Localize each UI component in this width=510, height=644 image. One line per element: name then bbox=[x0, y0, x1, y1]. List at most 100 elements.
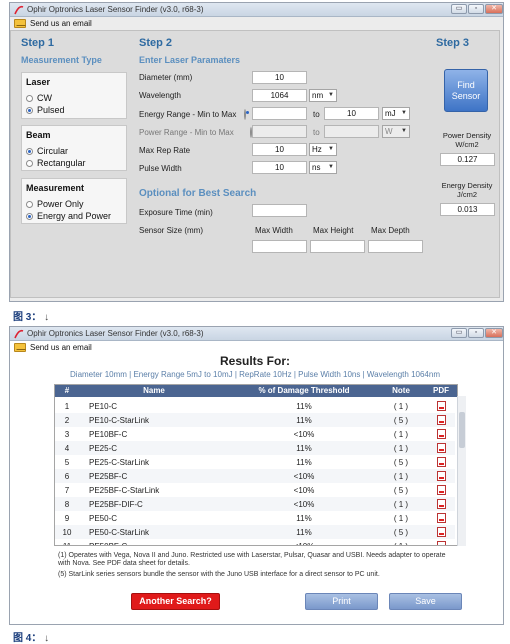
results-scrollbar[interactable] bbox=[457, 396, 466, 546]
table-row[interactable]: 2 PE10-C-StarLink 11% ( 5 ) bbox=[55, 413, 455, 427]
table-row[interactable]: 6 PE25BF-C <10% ( 1 ) bbox=[55, 469, 455, 483]
col-header-damage: % of Damage Threshold bbox=[258, 386, 350, 395]
radio-label: CW bbox=[37, 93, 52, 103]
radio-icon[interactable] bbox=[26, 106, 33, 114]
pdf-icon[interactable] bbox=[437, 429, 446, 439]
pdf-icon[interactable] bbox=[437, 485, 446, 495]
cell-damage: 11% bbox=[296, 444, 312, 453]
table-row[interactable]: 3 PE10BF-C <10% ( 1 ) bbox=[55, 427, 455, 441]
table-row[interactable]: 5 PE25-C-StarLink 11% ( 5 ) bbox=[55, 455, 455, 469]
pdf-icon[interactable] bbox=[437, 541, 446, 545]
max-width-input[interactable] bbox=[252, 240, 307, 253]
power-range-radio[interactable] bbox=[250, 127, 252, 138]
radio-icon[interactable] bbox=[26, 147, 33, 155]
cell-damage: 11% bbox=[296, 528, 312, 537]
pdf-icon[interactable] bbox=[437, 457, 446, 467]
table-row[interactable]: 9 PE50-C 11% ( 1 ) bbox=[55, 511, 455, 525]
results-title: Results For: bbox=[219, 354, 290, 368]
cell-name: PE25BF-C-StarLink bbox=[89, 486, 160, 495]
radio-icon[interactable] bbox=[26, 159, 33, 167]
pdf-icon[interactable] bbox=[437, 513, 446, 523]
energy-range-radio[interactable] bbox=[244, 109, 246, 120]
table-row[interactable]: 11 PE50BF-C<10%( 1 ) bbox=[55, 539, 455, 545]
table-row[interactable]: 10 PE50-C-StarLink 11% ( 5 ) bbox=[55, 525, 455, 539]
pdf-icon[interactable] bbox=[437, 471, 446, 481]
pdf-icon[interactable] bbox=[437, 401, 446, 411]
cell-note: ( 1 ) bbox=[393, 430, 409, 439]
select-value: mJ bbox=[385, 109, 396, 118]
cell-num: 9 bbox=[64, 514, 70, 523]
pdf-icon[interactable] bbox=[437, 415, 446, 425]
close-button[interactable]: ✕ bbox=[485, 4, 503, 14]
radio-rectangular[interactable]: Rectangular bbox=[26, 158, 86, 168]
maximize-button[interactable]: ▫ bbox=[468, 4, 484, 14]
cell-note: ( 5 ) bbox=[393, 486, 409, 495]
scrollbar-thumb[interactable] bbox=[459, 412, 465, 448]
max-depth-input[interactable] bbox=[368, 240, 423, 253]
print-button[interactable]: Print bbox=[305, 593, 378, 610]
send-email-link[interactable]: Send us an email bbox=[30, 19, 92, 28]
col-header-pdf: PDF bbox=[433, 386, 449, 395]
minimize-button[interactable]: ▭ bbox=[451, 328, 467, 338]
send-email-link[interactable]: Send us an email bbox=[30, 343, 92, 352]
exposure-time-input[interactable] bbox=[252, 204, 307, 217]
pulse-width-unit-select[interactable]: ns ▼ bbox=[309, 161, 337, 174]
cell-note: ( 1 ) bbox=[393, 444, 409, 453]
close-button[interactable]: ✕ bbox=[485, 328, 503, 338]
radio-icon[interactable] bbox=[26, 212, 33, 220]
rep-rate-input[interactable]: 10 bbox=[252, 143, 307, 156]
radio-icon[interactable] bbox=[26, 94, 33, 102]
minimize-button[interactable]: ▭ bbox=[451, 4, 467, 14]
email-icon[interactable] bbox=[14, 19, 26, 28]
pdf-icon[interactable] bbox=[437, 443, 446, 453]
radio-icon[interactable] bbox=[26, 200, 33, 208]
another-search-button[interactable]: Another Search? bbox=[131, 593, 220, 610]
maximize-button[interactable]: ▫ bbox=[468, 328, 484, 338]
wavelength-input[interactable]: 1064 bbox=[252, 89, 307, 102]
chevron-down-icon: ▼ bbox=[328, 92, 334, 98]
email-icon[interactable] bbox=[14, 343, 26, 352]
max-width-label: Max Width bbox=[255, 226, 293, 235]
energy-unit-select[interactable]: mJ ▼ bbox=[382, 107, 410, 120]
radio-circular[interactable]: Circular bbox=[26, 146, 68, 156]
save-button[interactable]: Save bbox=[389, 593, 462, 610]
step2-title: Step 2 bbox=[139, 37, 173, 49]
cell-num: 2 bbox=[64, 416, 70, 425]
note-5: (5) StarLink series sensors bundle the s… bbox=[58, 571, 380, 578]
cell-damage: 11% bbox=[296, 402, 312, 411]
rep-rate-unit-select[interactable]: Hz ▼ bbox=[309, 143, 337, 156]
diameter-input[interactable]: 10 bbox=[252, 71, 307, 84]
radio-cw[interactable]: CW bbox=[26, 93, 52, 103]
cell-damage: <10% bbox=[293, 500, 315, 509]
energy-min-input[interactable] bbox=[252, 107, 307, 120]
sensor-size-label: Sensor Size (mm) bbox=[139, 226, 204, 235]
energy-max-input[interactable]: 10 bbox=[324, 107, 379, 120]
table-row[interactable]: 1 PE10-C 11% ( 1 ) bbox=[55, 399, 455, 413]
max-height-input[interactable] bbox=[310, 240, 365, 253]
enter-laser-parameters-heading: Enter Laser Paramaters bbox=[139, 55, 241, 65]
table-row[interactable]: 4 PE25-C 11% ( 1 ) bbox=[55, 441, 455, 455]
select-value: Hz bbox=[312, 145, 322, 154]
power-unit-select[interactable]: W ▼ bbox=[382, 125, 410, 138]
power-max-input[interactable] bbox=[324, 125, 379, 138]
cell-name: PE25-C-StarLink bbox=[89, 458, 150, 467]
table-row[interactable]: 7 PE25BF-C-StarLink <10% ( 5 ) bbox=[55, 483, 455, 497]
power-min-input[interactable] bbox=[252, 125, 307, 138]
beam-group-title: Beam bbox=[26, 130, 51, 140]
table-row[interactable]: 8 PE25BF-DIF-C <10% ( 1 ) bbox=[55, 497, 455, 511]
radio-energy-and-power[interactable]: Energy and Power bbox=[26, 211, 111, 221]
cell-note: ( 1 ) bbox=[379, 542, 423, 545]
radio-pulsed[interactable]: Pulsed bbox=[26, 105, 65, 115]
power-density-label: Power Density W/cm2 bbox=[432, 131, 502, 149]
cell-note: ( 1 ) bbox=[393, 514, 409, 523]
wavelength-unit-select[interactable]: nm ▼ bbox=[309, 89, 337, 102]
cell-name: PE25-C bbox=[89, 444, 118, 453]
pdf-icon[interactable] bbox=[437, 527, 446, 537]
radio-power-only[interactable]: Power Only bbox=[26, 199, 84, 209]
cell-note: ( 1 ) bbox=[393, 472, 409, 481]
diameter-label: Diameter (mm) bbox=[139, 73, 193, 82]
pdf-icon[interactable] bbox=[437, 499, 446, 509]
pulse-width-input[interactable]: 10 bbox=[252, 161, 307, 174]
laser-group: Laser CW Pulsed bbox=[21, 72, 127, 119]
find-sensor-button[interactable]: Find Sensor bbox=[444, 69, 488, 112]
